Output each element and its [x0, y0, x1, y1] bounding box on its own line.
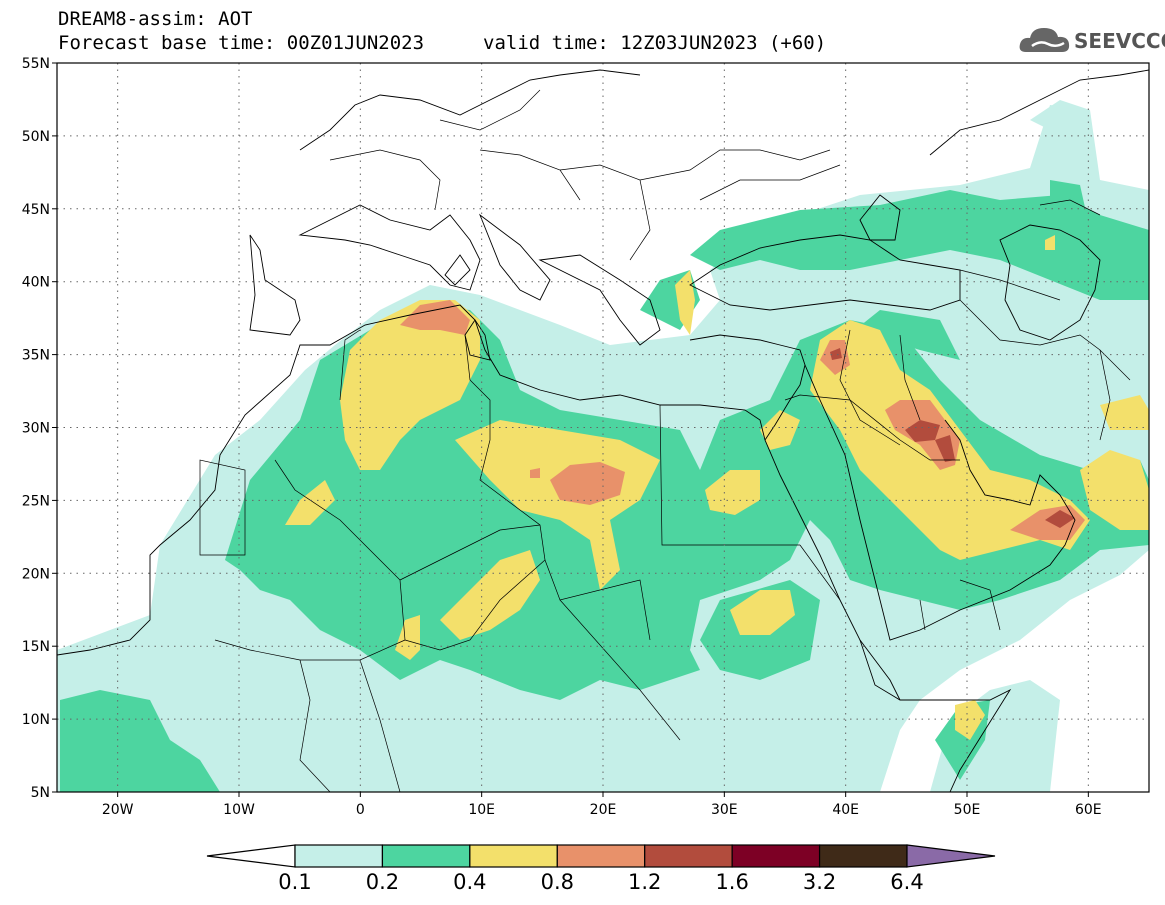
colorbar-label: 6.4 [890, 870, 923, 894]
colorbar-swatch [644, 844, 733, 868]
valid-time: valid time: 12Z03JUN2023 (+60) [483, 32, 827, 54]
colorbar: 0.1 0.2 0.4 0.8 1.2 1.6 3.2 6.4 [206, 844, 996, 894]
colorbar-label: 3.2 [803, 870, 836, 894]
model-title: DREAM8-assim: AOT [58, 8, 253, 30]
colorbar-high-arrow [906, 844, 996, 868]
lon-label: 40E [832, 802, 859, 818]
lat-label: 5N [31, 785, 50, 801]
lon-label: 60E [1075, 802, 1102, 818]
lon-label: 20E [590, 802, 617, 818]
colorbar-swatch [294, 844, 384, 868]
colorbar-label: 0.2 [366, 870, 399, 894]
base-time: Forecast base time: 00Z01JUN2023 [58, 32, 425, 54]
lat-label: 35N [22, 348, 50, 364]
lat-label: 10N [22, 712, 50, 728]
lat-label: 45N [22, 202, 50, 218]
colorbar-low-arrow [206, 844, 296, 868]
lon-label: 30E [711, 802, 738, 818]
lon-label: 0 [356, 802, 365, 818]
colorbar-label: 1.2 [628, 870, 661, 894]
lat-label: 25N [22, 493, 50, 509]
aot-level-5 [830, 348, 1075, 528]
seevccc-logo: SEEVCCC [1018, 22, 1165, 58]
colorbar-label: 0.8 [541, 870, 574, 894]
logo-text: SEEVCCC [1074, 29, 1165, 53]
colorbar-swatch [731, 844, 821, 868]
lon-label: 10W [223, 802, 255, 818]
cloud-icon [1019, 28, 1070, 52]
lon-label: 50E [954, 802, 981, 818]
base-time-line: Forecast base time: 00Z01JUN2023 valid ti… [58, 32, 826, 54]
lat-label: 40N [22, 275, 50, 291]
lat-label: 50N [22, 129, 50, 145]
colorbar-swatch [469, 844, 558, 868]
lat-label: 20N [22, 566, 50, 582]
lat-label: 55N [22, 56, 50, 72]
aot-field [57, 100, 1149, 792]
colorbar-swatch [556, 844, 646, 868]
colorbar-swatch [818, 844, 908, 868]
graticule [57, 63, 1149, 792]
axis-ticks: 55N 50N 45N 40N 35N 30N 25N 20N 15N 10N 5N 20W 10W 0 1… [22, 56, 1102, 818]
lon-label: 20W [102, 802, 134, 818]
lat-label: 15N [22, 639, 50, 655]
lon-label: 10E [468, 802, 495, 818]
colorbar-label: 1.6 [715, 870, 748, 894]
colorbar-swatch [381, 844, 471, 868]
borders [199, 89, 1131, 792]
colorbar-label: 0.1 [278, 870, 311, 894]
colorbar-label: 0.4 [453, 870, 486, 894]
lat-label: 30N [22, 421, 50, 437]
